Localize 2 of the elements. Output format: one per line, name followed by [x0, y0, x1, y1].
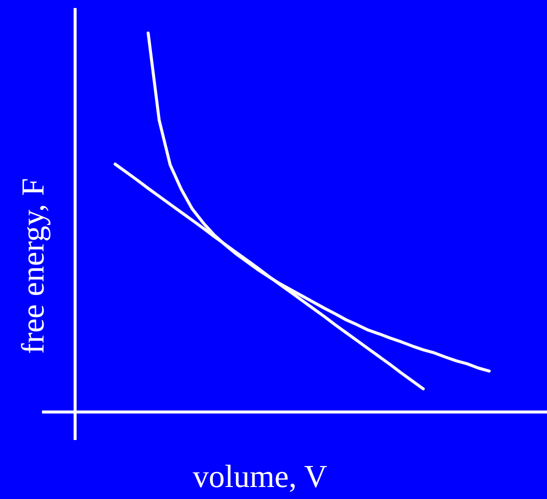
x-axis-title: volume, V: [192, 458, 328, 495]
y-axis-title: free energy, F: [14, 178, 52, 354]
